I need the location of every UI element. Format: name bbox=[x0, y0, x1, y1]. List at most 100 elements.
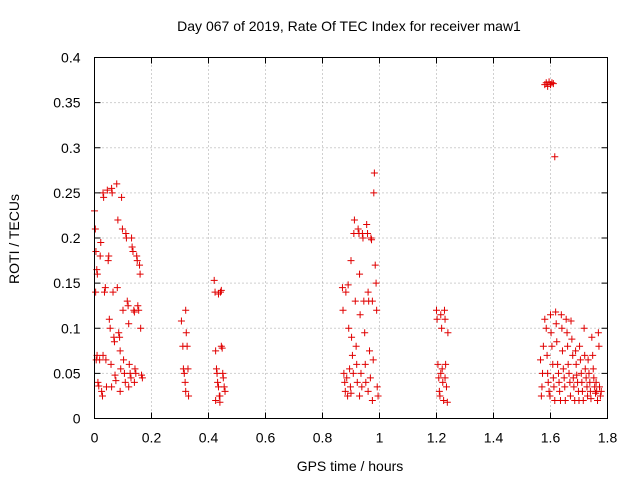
y-tick-label: 0.1 bbox=[61, 320, 81, 336]
x-tick-label: 1.6 bbox=[541, 430, 561, 446]
data-point bbox=[566, 378, 574, 386]
data-point bbox=[565, 369, 573, 377]
data-point bbox=[594, 329, 602, 337]
data-point bbox=[581, 351, 589, 359]
data-point bbox=[217, 286, 225, 294]
data-point bbox=[184, 365, 192, 373]
data-point bbox=[118, 193, 126, 201]
data-point bbox=[366, 374, 374, 382]
data-point bbox=[101, 284, 109, 292]
data-point bbox=[113, 284, 121, 292]
y-tick-label: 0 bbox=[73, 411, 81, 427]
data-point bbox=[596, 392, 604, 400]
data-point bbox=[100, 288, 108, 296]
data-point bbox=[216, 392, 224, 400]
data-point bbox=[542, 324, 550, 332]
data-point bbox=[436, 392, 444, 400]
data-point bbox=[109, 288, 117, 296]
data-point bbox=[92, 288, 100, 296]
data-point bbox=[557, 311, 565, 319]
data-point bbox=[91, 225, 99, 233]
data-point bbox=[352, 342, 360, 350]
data-point bbox=[115, 329, 123, 337]
data-point bbox=[113, 180, 121, 188]
data-point bbox=[341, 387, 349, 395]
data-point bbox=[347, 257, 355, 265]
data-point bbox=[219, 374, 227, 382]
data-point bbox=[435, 374, 443, 382]
y-axis-label: ROTI / TECUs bbox=[6, 194, 22, 284]
data-point bbox=[185, 392, 193, 400]
data-point bbox=[339, 306, 347, 314]
data-point bbox=[538, 383, 546, 391]
data-point bbox=[123, 297, 131, 305]
axis-ticks: 0 0.2 0.4 0.6 0.8 1 1.2 1.4 1.6 1.8 0 0.05 0.1 0.15 0.… bbox=[53, 50, 617, 446]
data-point bbox=[549, 80, 557, 88]
data-point bbox=[122, 229, 130, 237]
data-point bbox=[434, 360, 442, 368]
data-point bbox=[546, 392, 554, 400]
data-point bbox=[118, 225, 126, 233]
data-point bbox=[595, 342, 603, 350]
data-point bbox=[580, 324, 588, 332]
data-point bbox=[128, 234, 136, 242]
data-point bbox=[361, 329, 369, 337]
data-point bbox=[548, 342, 556, 350]
x-tick-label: 0.2 bbox=[142, 430, 162, 446]
data-point bbox=[578, 378, 586, 386]
data-point bbox=[353, 360, 361, 368]
x-tick-label: 0.8 bbox=[313, 430, 333, 446]
data-point bbox=[356, 392, 364, 400]
data-point bbox=[93, 270, 101, 278]
data-point bbox=[108, 189, 116, 197]
data-point bbox=[180, 369, 188, 377]
data-point bbox=[553, 338, 561, 346]
data-point bbox=[586, 387, 594, 395]
data-point bbox=[129, 248, 137, 256]
data-point bbox=[216, 398, 224, 406]
data-point bbox=[576, 356, 584, 364]
data-point bbox=[558, 347, 566, 355]
x-tick-label: 1.4 bbox=[484, 430, 504, 446]
data-point bbox=[586, 378, 594, 386]
chart-title: Day 067 of 2019, Rate Of TEC Index for r… bbox=[177, 18, 521, 34]
data-point bbox=[589, 365, 597, 373]
data-point bbox=[210, 276, 218, 284]
data-point bbox=[105, 315, 113, 323]
data-point bbox=[218, 344, 226, 352]
data-point bbox=[136, 270, 144, 278]
data-point bbox=[368, 396, 376, 404]
data-point bbox=[137, 324, 145, 332]
data-point bbox=[569, 351, 577, 359]
data-point bbox=[135, 306, 143, 314]
data-point bbox=[110, 338, 118, 346]
data-point bbox=[350, 216, 358, 224]
y-tick-label: 0.2 bbox=[61, 230, 81, 246]
data-point bbox=[554, 360, 562, 368]
data-point bbox=[572, 360, 580, 368]
data-point bbox=[572, 347, 580, 355]
data-point bbox=[592, 378, 600, 386]
data-point bbox=[94, 378, 102, 386]
data-point bbox=[108, 383, 116, 391]
data-point bbox=[559, 365, 567, 373]
data-point bbox=[100, 193, 108, 201]
data-point bbox=[562, 315, 570, 323]
data-point bbox=[130, 308, 138, 316]
data-point bbox=[96, 356, 104, 364]
data-point bbox=[345, 324, 353, 332]
data-point bbox=[547, 81, 554, 89]
data-point bbox=[552, 320, 560, 328]
data-point bbox=[212, 365, 220, 373]
data-point bbox=[107, 360, 115, 368]
data-point bbox=[346, 365, 354, 373]
data-point bbox=[587, 395, 595, 403]
data-point bbox=[369, 356, 377, 364]
data-point bbox=[442, 383, 450, 391]
data-point bbox=[98, 392, 106, 400]
data-point bbox=[371, 261, 379, 269]
y-tick-label: 0.05 bbox=[53, 365, 80, 381]
data-point bbox=[440, 396, 448, 404]
data-point bbox=[220, 383, 228, 391]
